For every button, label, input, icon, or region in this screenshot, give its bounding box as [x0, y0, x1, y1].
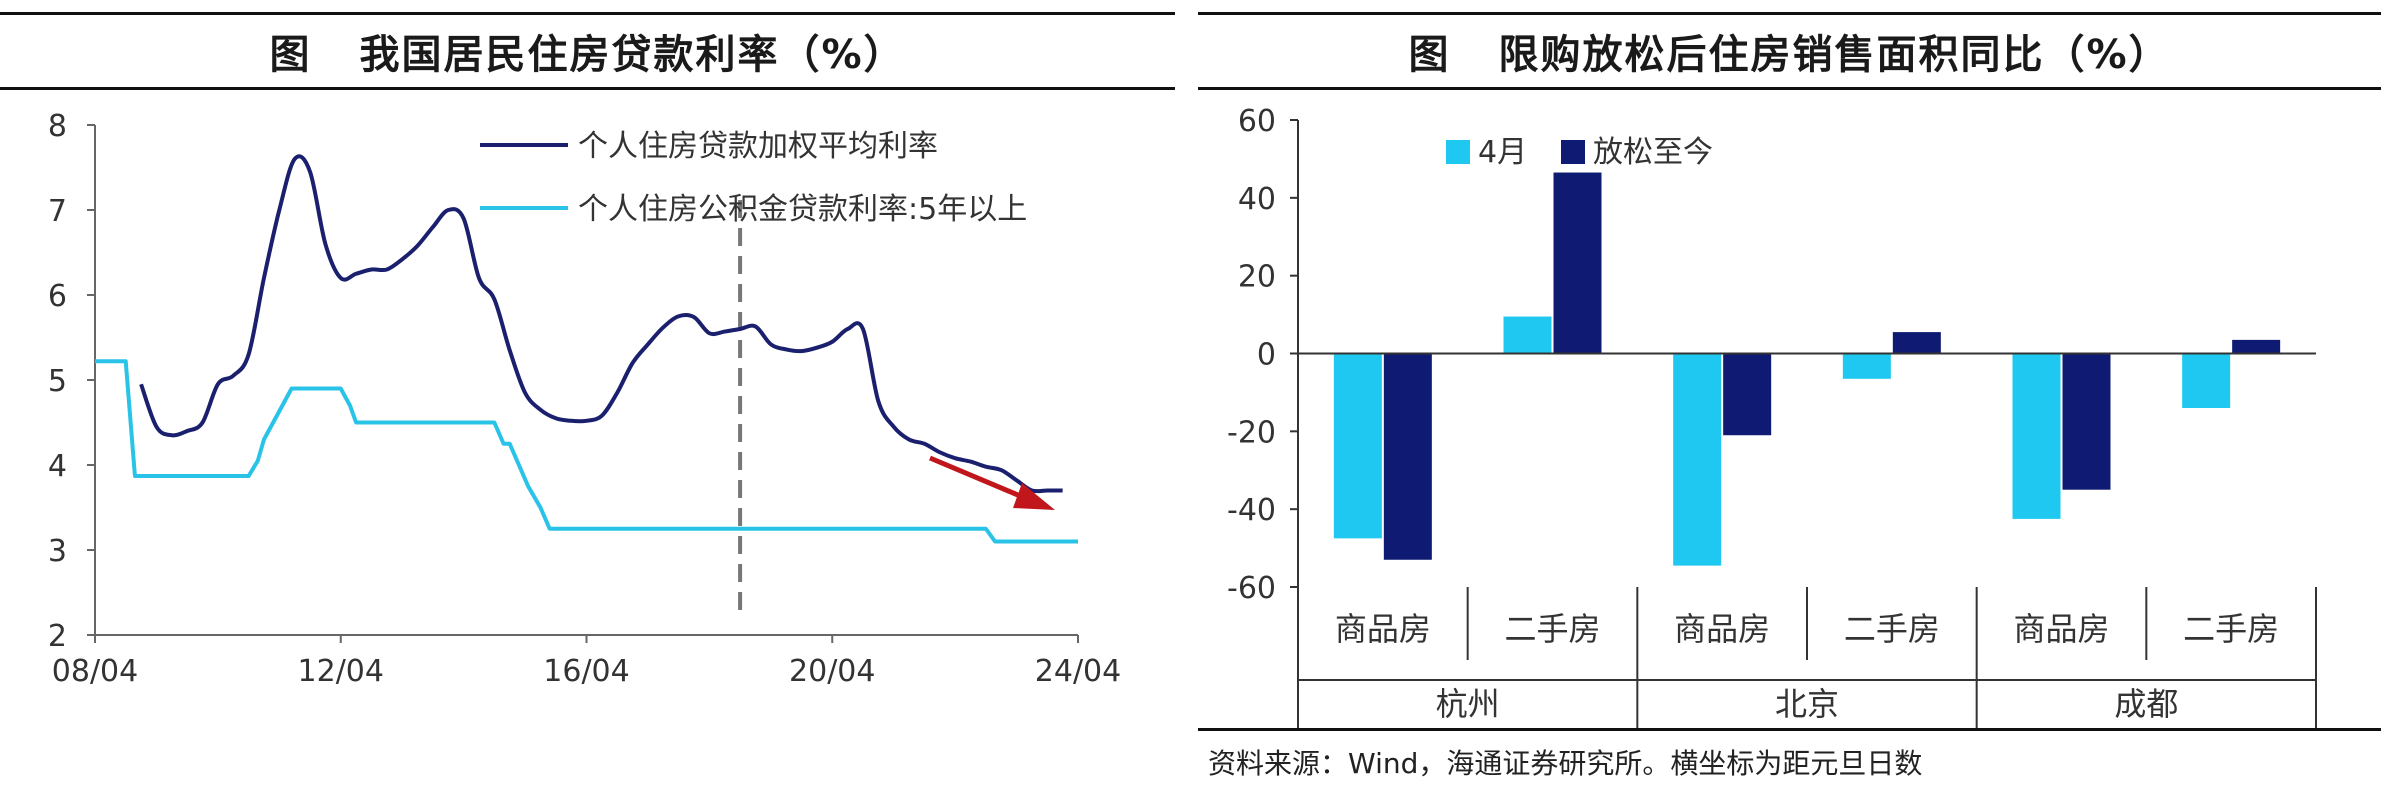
- y-tick-label: 7: [48, 194, 67, 229]
- y-tick-label: 2: [48, 619, 67, 654]
- x-tick-label: 16/04: [543, 654, 629, 689]
- series-line-provident-fund-rate: [95, 359, 1078, 544]
- legend-label: 个人住房贷款加权平均利率: [578, 129, 938, 164]
- x-tick-label: 08/04: [52, 654, 138, 689]
- trend-arrow-shaft: [929, 455, 1026, 501]
- right-chart-panel: 图 限购放松后住房销售面积同比（%） 60 40 20 0 -20 -40 -60 商品房 二手…: [1198, 0, 2381, 801]
- group-label: 成都: [2114, 685, 2178, 723]
- legend-swatch-since-easing: [1561, 140, 1585, 164]
- right-title-text: 限购放松后住房销售面积同比（%）: [1498, 32, 2171, 78]
- category-label: 商品房: [1674, 610, 1770, 648]
- category-label: 商品房: [2013, 610, 2109, 648]
- bar-april: [1673, 353, 1722, 566]
- bar-april: [2012, 353, 2061, 519]
- series-line-weighted-rate: [139, 154, 1063, 494]
- y-tick-label: 6: [48, 279, 67, 314]
- bottom-rule: [1198, 728, 2381, 731]
- y-tick-label: 3: [48, 534, 67, 569]
- category-label: 商品房: [1335, 610, 1431, 648]
- right-title-prefix: 图: [1408, 32, 1451, 78]
- category-label: 二手房: [1844, 610, 1940, 648]
- left-title-text: 我国居民住房贷款利率（%）: [359, 32, 906, 78]
- y-tick-label: 40: [1238, 182, 1276, 217]
- y-tick-label: 4: [48, 449, 67, 484]
- legend-label: 个人住房公积金贷款利率:5年以上: [578, 192, 1027, 227]
- left-title-prefix: 图: [269, 32, 312, 78]
- y-tick-label: -60: [1227, 571, 1276, 606]
- bar-since-easing: [2062, 353, 2111, 490]
- right-chart-title: 图 限购放松后住房销售面积同比（%）: [1198, 12, 2381, 90]
- bar-april: [1842, 353, 1891, 379]
- category-label: 二手房: [1504, 610, 1600, 648]
- legend-label-april: 4月: [1478, 135, 1527, 170]
- y-tick-label: 60: [1238, 104, 1276, 139]
- bar-since-easing: [1892, 332, 1941, 354]
- bar-since-easing: [1553, 172, 1602, 354]
- y-tick-label: 20: [1238, 260, 1276, 295]
- group-label: 北京: [1775, 685, 1839, 723]
- y-tick-label: 8: [48, 109, 67, 144]
- bar-april: [1503, 316, 1552, 354]
- source-note: 资料来源：Wind，海通证券研究所。横坐标为距元旦日数: [1208, 747, 1923, 780]
- group-label: 杭州: [1436, 685, 1500, 723]
- bar-since-easing: [1383, 353, 1432, 560]
- legend-swatch-april: [1446, 140, 1470, 164]
- bar-april: [1333, 353, 1382, 539]
- y-tick-label: -20: [1227, 415, 1276, 450]
- left-chart-panel: 图 我国居民住房贷款利率（%） 2 3 4 5 6 7 8 08/04 12/04 16/04 20…: [0, 0, 1175, 801]
- line-chart: 2 3 4 5 6 7 8 08/04 12/04 16/04 20/04 24/04 个人住房贷款加权…: [48, 109, 1121, 689]
- legend-label-since-easing: 放松至今: [1593, 135, 1713, 170]
- bar-since-easing: [2232, 339, 2281, 354]
- x-tick-label: 20/04: [789, 654, 875, 689]
- x-tick-label: 12/04: [298, 654, 384, 689]
- bar-april: [2182, 353, 2231, 408]
- y-tick-label: 5: [48, 364, 67, 399]
- trend-arrow-head: [1013, 483, 1055, 510]
- left-chart-title: 图 我国居民住房贷款利率（%）: [0, 12, 1175, 90]
- category-label: 二手房: [2183, 610, 2279, 648]
- x-tick-label: 24/04: [1035, 654, 1121, 689]
- bar-since-easing: [1723, 353, 1772, 436]
- y-tick-label: -40: [1227, 493, 1276, 528]
- y-tick-label: 0: [1257, 338, 1276, 373]
